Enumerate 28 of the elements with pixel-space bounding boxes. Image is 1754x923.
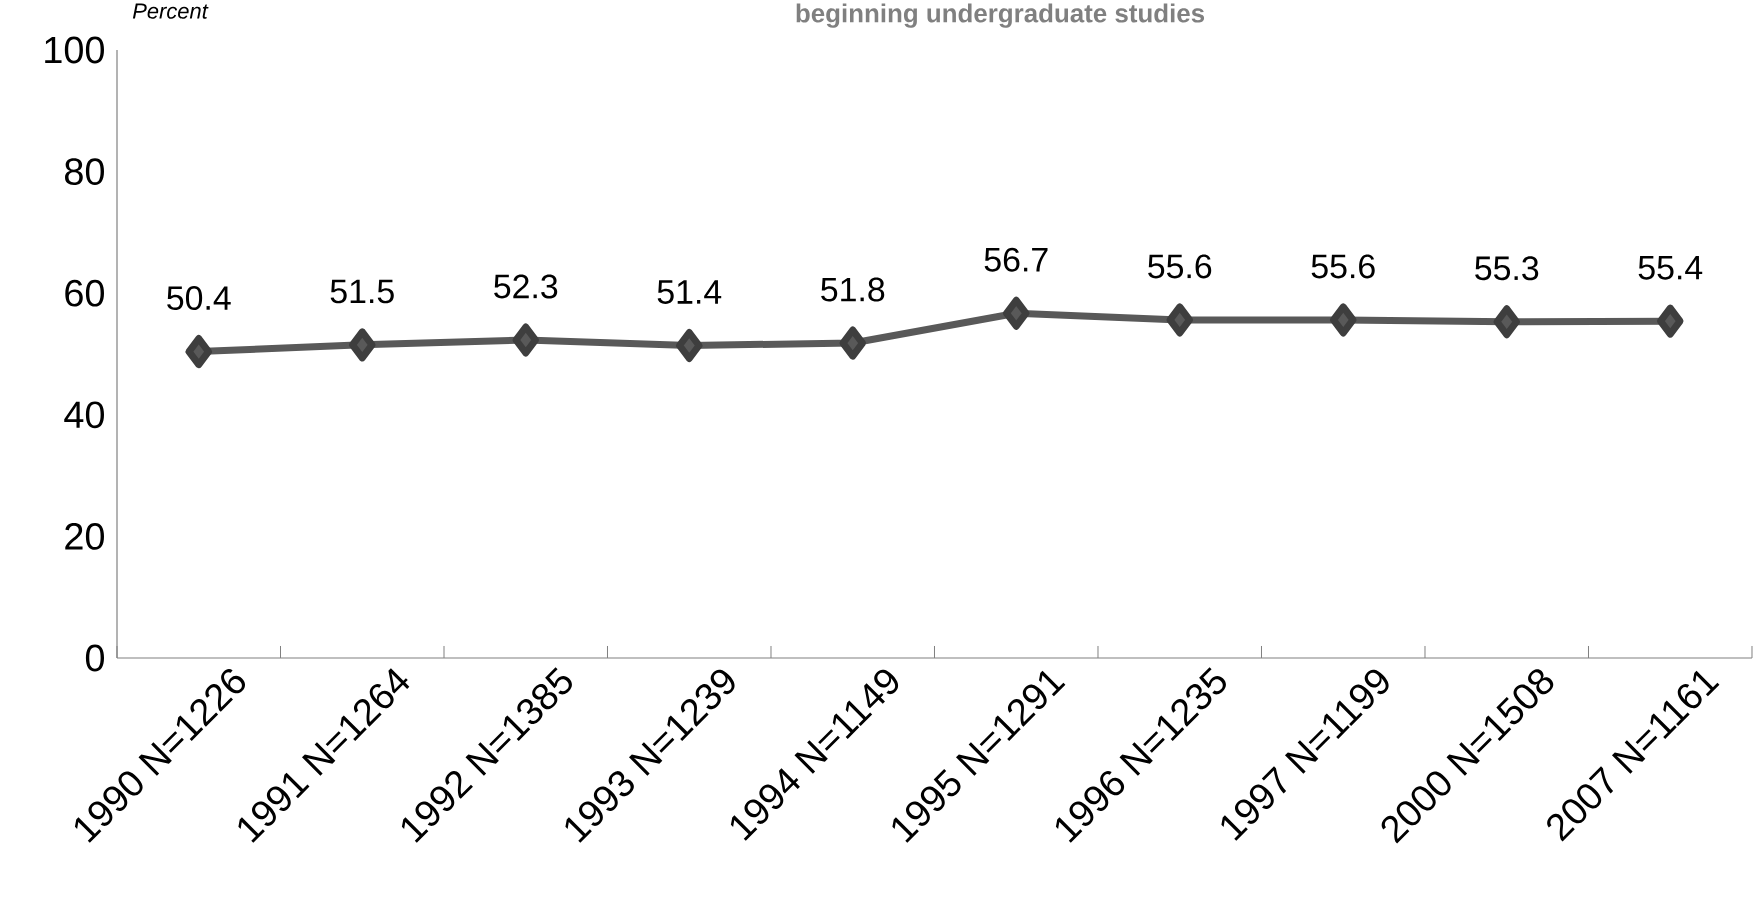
point [512, 323, 539, 357]
y-tick-label: 80 [65, 158, 104, 185]
point [839, 326, 866, 360]
y-tick-label: 20 [65, 522, 104, 550]
y-tick-label: 0 [85, 644, 105, 672]
y-tick-label: 60 [65, 279, 104, 307]
data-label: 51.4 [657, 280, 722, 304]
data-label: 55.6 [1148, 254, 1212, 279]
y-tick-label: 40 [64, 401, 104, 429]
data-label: 55.4 [1638, 255, 1703, 280]
point [349, 328, 376, 362]
point [1330, 303, 1357, 337]
y-axis-title: Percent [132, 3, 209, 19]
data-label: 51.8 [821, 277, 885, 302]
data-label: 56.7 [984, 247, 1048, 272]
chart-title: beginning undergraduate studies [796, 3, 1205, 28]
point [1657, 304, 1684, 338]
y-tick-label: 100 [45, 36, 104, 64]
point [1166, 303, 1193, 337]
data-label: 52.3 [494, 274, 558, 299]
point [1003, 296, 1030, 330]
data-label: 55.3 [1475, 256, 1539, 281]
data-label: 50.4 [167, 286, 231, 311]
data-label: 55.6 [1311, 254, 1375, 279]
data-label: 51.5 [330, 279, 394, 304]
point [676, 328, 703, 362]
point [1493, 305, 1520, 339]
point [185, 335, 212, 369]
